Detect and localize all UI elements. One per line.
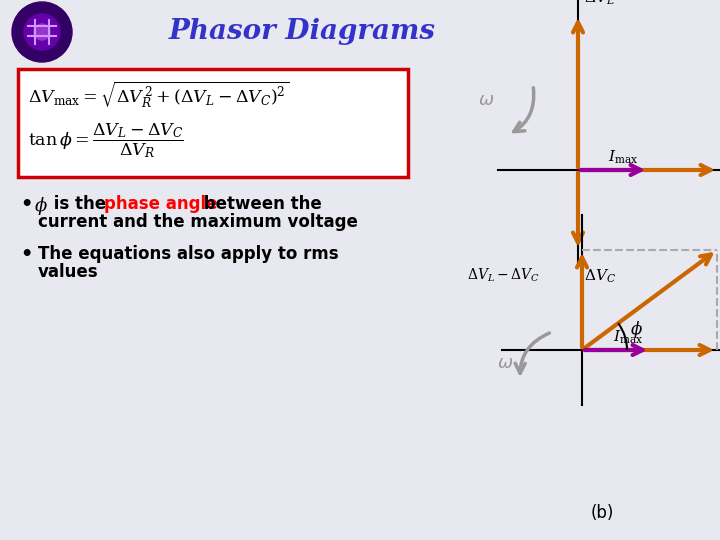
Circle shape [34, 24, 50, 40]
Text: $I_{\mathrm{max}}$: $I_{\mathrm{max}}$ [613, 329, 643, 346]
Text: get the voltage across the: get the voltage across the [38, 108, 285, 126]
Text: $\phi$: $\phi$ [34, 195, 48, 217]
Text: The equations also apply to rms: The equations also apply to rms [38, 245, 338, 263]
Text: $\Delta V_L$: $\Delta V_L$ [584, 0, 614, 7]
Text: values: values [38, 263, 99, 281]
Bar [18, 69, 408, 177]
Text: $\tan\phi = \dfrac{\Delta V_L - \Delta V_C}{\Delta V_R}$: $\tan\phi = \dfrac{\Delta V_L - \Delta V… [28, 121, 184, 160]
Text: $\Delta V_C$: $\Delta V_C$ [584, 268, 616, 286]
Text: between the: between the [198, 195, 322, 213]
Text: current and the maximum voltage: current and the maximum voltage [38, 213, 358, 231]
Circle shape [12, 2, 72, 62]
Text: $\Delta V_L - \Delta V_C$: $\Delta V_L - \Delta V_C$ [467, 267, 540, 285]
Text: The voltages are not in phase, so: The voltages are not in phase, so [38, 72, 351, 90]
Text: combination of the elements or: combination of the elements or [38, 126, 333, 144]
Text: •: • [20, 72, 32, 91]
Text: •: • [20, 195, 32, 214]
Text: is the: is the [48, 195, 112, 213]
Text: $\Delta V_{\mathrm{max}} = \sqrt{\Delta V_R^{\,2} + (\Delta V_L - \Delta V_C)^2}: $\Delta V_{\mathrm{max}} = \sqrt{\Delta … [28, 79, 289, 110]
Text: $I_{\mathrm{max}}$: $I_{\mathrm{max}}$ [608, 149, 639, 166]
Text: (b): (b) [590, 504, 613, 522]
Text: $\omega$: $\omega$ [478, 91, 495, 109]
Text: $\phi$: $\phi$ [630, 319, 643, 340]
Text: phase angle: phase angle [104, 195, 217, 213]
Text: Phasor Diagrams: Phasor Diagrams [169, 18, 436, 45]
Text: the voltage source: the voltage source [38, 144, 214, 162]
Text: they cannot simply be added to: they cannot simply be added to [38, 90, 335, 108]
Circle shape [24, 14, 60, 50]
Text: $\omega$: $\omega$ [497, 354, 513, 372]
Text: •: • [20, 245, 32, 264]
